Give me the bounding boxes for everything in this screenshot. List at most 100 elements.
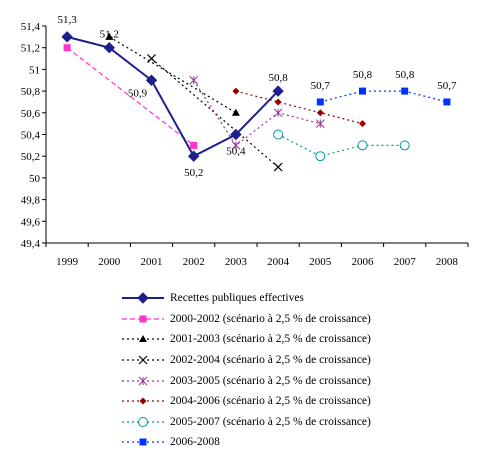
data-label: 50,8 [395,69,415,81]
data-point [103,41,116,54]
legend-item: 2005-2007 (scénario à 2,5 % de croissanc… [120,412,480,433]
series-line [66,47,195,146]
legend-marker [138,355,148,365]
legend-label: Recettes publiques effectives [170,292,304,305]
legend-item: 2003-2005 (scénario à 2,5 % de croissanc… [120,370,480,391]
y-tick-label: 49,4 [21,238,41,250]
data-point [401,87,409,95]
data-point [61,31,73,43]
legend-swatch [122,397,164,405]
series-0 [61,31,284,162]
data-label: 50,7 [311,80,331,92]
legend-swatch [122,315,164,323]
data-point [190,141,198,149]
y-tick-label: 50 [29,173,41,185]
data-point [231,108,240,116]
x-tick-label: 2007 [394,256,417,268]
data-label: 50,7 [437,80,457,92]
legend-swatch [122,416,164,427]
x-tick-label: 2006 [352,256,375,268]
data-label: 50,8 [353,69,373,81]
data-point [145,74,158,86]
legend-swatch [122,438,164,446]
data-label: 51,2 [100,29,119,41]
series-1 [63,44,198,149]
series-line [277,133,405,157]
legend-label: 2005-2007 (scénario à 2,5 % de croissanc… [170,415,371,428]
legend-marker [138,416,148,427]
x-tick-label: 1999 [56,256,79,268]
legend-swatch [122,355,164,365]
series-2 [105,32,240,116]
legend-item: Recettes publiques effectives [120,288,480,309]
data-point [230,128,242,141]
legend-marker [139,335,147,343]
y-tick-label: 50,6 [21,108,41,120]
data-label: 50,4 [226,146,246,158]
x-tick-label: 2004 [267,256,290,268]
data-point [231,140,241,150]
y-tick-label: 50,4 [21,130,41,142]
data-label: 50,8 [268,72,288,84]
data-point [273,162,283,172]
legend-item: 2000-2002 (scénario à 2,5 % de croissanc… [120,309,480,330]
legend-label: 2006-2008 [170,436,220,449]
legend-marker [139,315,147,323]
data-label: 50,9 [128,87,148,99]
y-tick-label: 51,2 [21,43,40,55]
data-point [147,54,156,63]
y-tick-label: 51,4 [21,21,41,33]
data-point [105,32,114,40]
legend-label: 2001-2003 (scénario à 2,5 % de croissanc… [170,333,371,346]
series-line [320,90,448,103]
data-label: 51,3 [57,14,77,26]
data-point [316,109,324,117]
data-point [273,108,283,118]
series-line [66,35,279,158]
data-point [189,75,199,85]
series-6 [273,129,410,162]
y-tick-label: 50,8 [21,86,41,98]
series-5 [232,87,366,128]
legend-label: 2004-2006 (scénario à 2,5 % de croissanc… [170,395,371,408]
data-label: 50,2 [184,167,203,179]
legend-marker [139,397,147,405]
legend-marker [137,292,149,305]
data-point [357,140,368,151]
legend-swatch [122,376,164,386]
data-point [232,87,240,95]
legend-item: 2004-2006 (scénario à 2,5 % de croissanc… [120,391,480,412]
legend-marker [139,438,147,446]
legend-swatch [122,292,164,305]
x-tick-label: 2003 [225,256,248,268]
data-point [316,98,324,106]
x-tick-label: 2002 [183,256,205,268]
series-line [235,90,363,125]
data-point [63,44,71,52]
data-point [315,151,326,162]
series-line [108,36,237,114]
series-3 [147,54,283,172]
legend-label: 2002-2004 (scénario à 2,5 % de croissanc… [170,354,371,367]
data-point [274,98,282,106]
legend-item: 2006-2008 [120,432,480,453]
data-point [359,120,366,128]
data-point [187,150,200,162]
chart-legend: Recettes publiques effectives 2000-2002 (… [120,288,480,453]
x-tick-label: 2008 [436,256,459,268]
x-tick-label: 2000 [98,256,121,268]
legend-item: 2001-2003 (scénario à 2,5 % de croissanc… [120,329,480,350]
x-tick-label: 2005 [309,256,332,268]
data-point [315,119,325,129]
series-7 [316,87,451,106]
y-tick-label: 49,8 [21,195,41,207]
y-tick-label: 51 [29,64,40,76]
legend-swatch [122,335,164,343]
chart-plot: 49,4 49,6 49,8 50 50,2 50,4 50,6 50,8 51 51,2 51,4… [21,14,469,268]
data-point [443,98,451,106]
legend-item: 2002-2004 (scénario à 2,5 % de croissanc… [120,350,480,371]
legend-label: 2000-2002 (scénario à 2,5 % de croissanc… [170,312,371,325]
data-point [272,85,284,97]
y-tick-label: 49,6 [21,216,41,228]
legend-label: 2003-2005 (scénario à 2,5 % de croissanc… [170,374,371,387]
